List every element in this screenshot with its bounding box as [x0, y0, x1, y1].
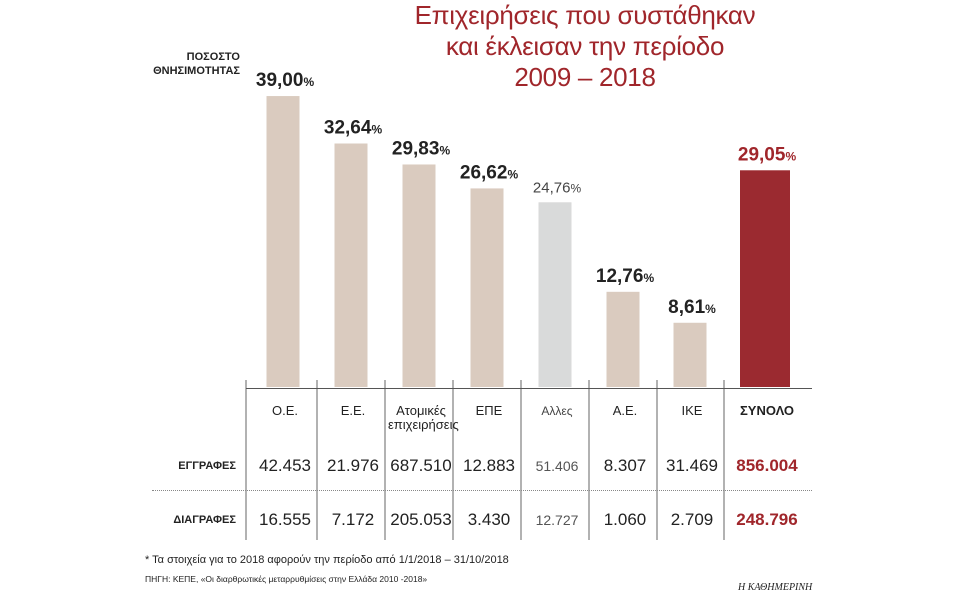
chart-title-line2: και έκλεισαν την περίοδο [445, 31, 725, 61]
category-label-6: Α.Ε. [592, 404, 658, 418]
category-label-line: Ο.Ε. [271, 403, 298, 418]
y-axis-label-line1: ΠΟΣΟΣΤΟ [186, 51, 240, 63]
category-label-line: Α.Ε. [612, 403, 638, 418]
table-cell: 42.453 [259, 456, 311, 475]
category-label-line: επιχειρήσεις [388, 417, 459, 432]
table-cell: 7.172 [331, 510, 375, 529]
bar-5 [538, 202, 572, 387]
table-cell: 3.430 [467, 510, 511, 529]
category-label-line: Αλλες [541, 404, 573, 418]
table-cell: 31.469 [666, 456, 718, 475]
category-label-2: Ε.Ε. [320, 404, 386, 418]
category-label-line: ΕΠΕ [475, 403, 503, 418]
table-cell: 687.510 [390, 456, 452, 475]
table-cell: 248.796 [736, 510, 798, 529]
table-cell: 12.883 [463, 456, 515, 475]
category-label-4: ΕΠΕ [456, 404, 522, 418]
source-note: ΠΗΓΗ: ΚΕΠΕ, «Οι διαρθρωτικές μεταρρυθμίσ… [145, 574, 428, 584]
bar-value-label-2: 32,64% [324, 118, 383, 139]
table-cell: 51.406 [535, 458, 579, 474]
bar-value-label-8: 29,05% [738, 144, 797, 165]
table-cell: 12.727 [535, 512, 579, 528]
table-row-divider [152, 490, 812, 491]
category-label-5: Αλλες [524, 404, 590, 418]
bar-1 [266, 96, 300, 387]
bar-2 [334, 143, 368, 387]
table-row-label: ΔΙΑΓΡΑΦΕΣ [173, 514, 236, 526]
table-cell: 205.053 [390, 510, 452, 529]
table-cell: 21.976 [327, 456, 379, 475]
bar-value-label-6: 12,76% [596, 266, 655, 287]
bar-3 [402, 164, 436, 387]
bar-value-label-1: 39,00% [256, 70, 315, 91]
category-label-1: Ο.Ε. [252, 404, 318, 418]
y-axis-label: ΠΟΣΟΣΤΟ ΘΝΗΣΙΜΟΤΗΤΑΣ [150, 50, 240, 78]
bar-value-label-3: 29,83% [392, 138, 451, 159]
table-cell: 1.060 [603, 510, 647, 529]
bar-8 [740, 170, 790, 387]
category-label-line: Ατομικές [396, 403, 446, 418]
category-label-line: ΙΚΕ [681, 403, 703, 418]
table-row-label: ΕΓΓΡΑΦΕΣ [178, 460, 236, 472]
bar-value-label-7: 8,61% [668, 297, 716, 318]
category-label-8: ΣΥΝΟΛΟ [734, 404, 800, 418]
table-cell: 16.555 [259, 510, 311, 529]
category-label-3: Ατομικές επιχειρήσεις [388, 403, 459, 432]
category-label-line: Ε.Ε. [340, 403, 366, 418]
chart-baseline [246, 388, 812, 389]
bar-7 [673, 322, 707, 387]
bar-value-label-5: 24,76% [533, 179, 582, 196]
category-label-line: ΣΥΝΟΛΟ [739, 403, 795, 418]
bar-6 [606, 291, 640, 387]
bar-4 [470, 188, 504, 387]
chart-title-line1: Επιχειρήσεις που συστάθηκαν [414, 0, 756, 30]
category-label-7: ΙΚΕ [659, 404, 725, 418]
publisher-brand: Η ΚΑΘΗΜΕΡΙΝΗ [738, 582, 813, 593]
table-cell: 856.004 [736, 456, 798, 475]
bar-value-label-4: 26,62% [460, 162, 519, 183]
chart-title-line3: 2009 – 2018 [514, 62, 656, 92]
y-axis-label-line2: ΘΝΗΣΙΜΟΤΗΤΑΣ [153, 65, 240, 77]
table-cell: 2.709 [670, 510, 714, 529]
footnote: * Τα στοιχεία για το 2018 αφορούν την πε… [145, 554, 509, 566]
table-cell: 8.307 [603, 456, 647, 475]
chart-title: Επιχειρήσεις που συστάθηκαν και έκλεισαν… [380, 0, 790, 93]
